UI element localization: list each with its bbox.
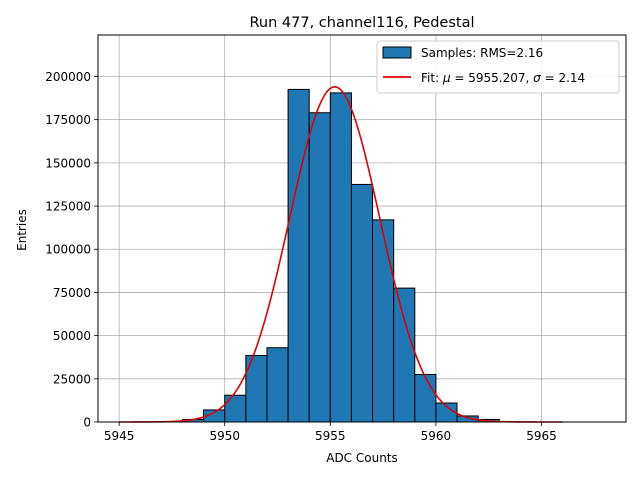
- y-tick-label: 175000: [45, 113, 91, 127]
- y-tick-label: 150000: [45, 156, 91, 170]
- y-axis-label: Entries: [15, 209, 29, 251]
- histogram-bar: [372, 219, 395, 423]
- x-tick-label: 5955: [315, 429, 346, 443]
- histogram-bar: [266, 347, 289, 423]
- histogram-bar: [308, 112, 331, 423]
- histogram-bar: [350, 183, 374, 423]
- legend-fit-prefix: Fit:: [421, 71, 443, 85]
- y-tick-label: 200000: [45, 70, 91, 84]
- histogram-bar: [329, 92, 352, 423]
- x-axis-label: ADC Counts: [326, 451, 398, 465]
- histogram-bar: [224, 394, 247, 423]
- legend-samples-label: Samples: RMS=2.16: [421, 46, 543, 60]
- fit-curve: [119, 86, 563, 423]
- legend: Samples: RMS=2.16 Fit: μ = 5955.207, σ =…: [376, 40, 620, 94]
- x-tick-label: 5945: [104, 429, 135, 443]
- x-tick-label: 5965: [526, 429, 557, 443]
- y-tick-label: 25000: [53, 372, 91, 386]
- legend-fit-mu-value: = 5955.207,: [451, 71, 534, 85]
- histogram-bar: [287, 88, 310, 423]
- legend-samples-swatch: [382, 46, 412, 59]
- x-axis-ticks: 5945 5950 5955 5960 5965: [104, 422, 557, 443]
- y-tick-label: 75000: [53, 286, 91, 300]
- x-tick-label: 5950: [209, 429, 240, 443]
- y-tick-label: 0: [83, 416, 91, 430]
- legend-fit-sigma-symbol: σ: [533, 71, 541, 85]
- y-axis-ticks: 0 25000 50000 75000 100000 125000 150000 175000…: [45, 70, 98, 430]
- y-tick-label: 100000: [45, 243, 91, 257]
- histogram-bars: [181, 88, 500, 423]
- legend-fit-mu-symbol: μ: [442, 71, 451, 85]
- legend-fit-sigma-value: = 2.14: [541, 71, 585, 85]
- legend-box: [376, 40, 620, 94]
- legend-fit-label: Fit: μ = 5955.207, σ = 2.14: [421, 71, 585, 85]
- y-tick-label: 125000: [45, 200, 91, 214]
- histogram-bar: [414, 373, 437, 423]
- x-tick-label: 5960: [421, 429, 452, 443]
- histogram-bar: [393, 287, 416, 423]
- plot-frame: [97, 34, 627, 423]
- chart-title: Run 477, channel116, Pedestal: [249, 15, 474, 31]
- y-tick-label: 50000: [53, 329, 91, 343]
